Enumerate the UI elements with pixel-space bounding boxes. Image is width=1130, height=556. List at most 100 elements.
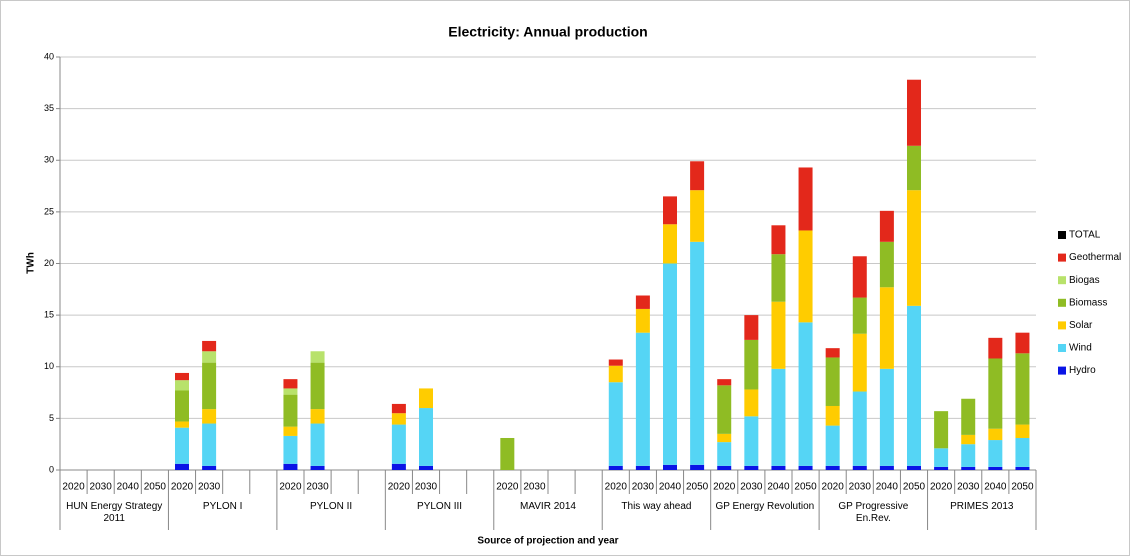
bar-segment	[771, 301, 786, 369]
y-tick-label: 20	[44, 258, 54, 268]
bar-segment	[907, 79, 921, 146]
group-label: PYLON II	[309, 501, 353, 512]
x-tick-label: 2050	[794, 482, 817, 493]
legend-label: Biogas	[1069, 275, 1100, 286]
x-tick-label: 2020	[171, 482, 194, 493]
bar-segment	[283, 435, 298, 464]
bar-segment	[717, 442, 732, 466]
legend-label: Biomass	[1069, 297, 1107, 308]
bar-segment	[663, 263, 677, 465]
x-tick-label: 2020	[62, 482, 85, 493]
bar-segment	[934, 411, 949, 449]
bar-segment	[798, 230, 813, 323]
x-tick-label: 2040	[659, 482, 682, 493]
bar-segment	[988, 440, 1003, 467]
bar-segment	[907, 190, 921, 306]
bar-segment	[175, 427, 189, 464]
bar-segment	[283, 379, 298, 389]
bar-segment	[852, 391, 867, 466]
x-tick-label: 2020	[279, 482, 302, 493]
bar-segment	[771, 225, 786, 255]
x-tick-label: 2030	[90, 482, 113, 493]
bar-segment	[635, 465, 650, 470]
bar-segment	[879, 465, 894, 470]
bar-segment	[663, 224, 677, 264]
bar-segment	[283, 394, 298, 427]
bar-segment	[988, 358, 1003, 429]
bar-segment	[744, 315, 759, 340]
bar-segment	[635, 332, 650, 466]
x-tick-label: 2030	[198, 482, 221, 493]
group-label: GP Progressive En.Rev.	[838, 501, 909, 524]
bar-segment	[202, 423, 217, 466]
group-label: PYLON III	[417, 501, 463, 512]
bar-segment	[934, 466, 949, 470]
bar-segment	[771, 368, 786, 466]
bar-segment	[825, 405, 840, 426]
bar-segment	[202, 465, 217, 470]
bar-segment	[852, 297, 867, 334]
bar-segment	[961, 398, 976, 435]
bar-segment	[961, 434, 976, 445]
bar-segment	[771, 254, 786, 302]
bar-segment	[879, 287, 894, 369]
bar-segment	[690, 161, 705, 191]
bar-segment	[419, 465, 433, 470]
x-tick-label: 2040	[984, 482, 1007, 493]
bar-segment	[852, 256, 867, 298]
legend-label: Wind	[1069, 343, 1092, 354]
y-axis-title: TWh	[26, 252, 37, 274]
x-tick-label: 2050	[144, 482, 167, 493]
group-label: MAVIR 2014	[520, 501, 576, 512]
bar-segment	[310, 362, 325, 410]
bar-segment	[717, 385, 732, 434]
bar-segment	[283, 463, 298, 470]
y-tick-label: 5	[49, 413, 54, 423]
y-tick-label: 30	[44, 155, 54, 165]
bar-segment	[283, 426, 298, 436]
bar-segment	[690, 241, 705, 465]
bar-segment	[419, 408, 433, 466]
bar-segment	[1015, 424, 1030, 438]
bar-segment	[879, 368, 894, 466]
y-tick-label: 0	[49, 464, 54, 474]
bar-segment	[744, 465, 759, 470]
group-label: GP Energy Revolution	[715, 501, 815, 512]
bar-segment	[717, 379, 732, 386]
bar-segment	[202, 362, 217, 410]
bar-segment	[608, 365, 623, 383]
bar-segment	[175, 380, 189, 391]
x-tick-label: 2030	[632, 482, 655, 493]
bar-segment	[961, 444, 976, 467]
legend-swatch	[1058, 298, 1066, 307]
legend-label: TOTAL	[1069, 230, 1101, 241]
x-tick-label: 2030	[415, 482, 438, 493]
bar-segment	[717, 433, 732, 443]
x-tick-label: 2030	[957, 482, 980, 493]
bar-segment	[744, 389, 759, 417]
bar-segment	[635, 295, 650, 309]
bar-segment	[663, 464, 677, 470]
group-label: PRIMES 2013	[950, 501, 1014, 512]
group-label: HUN Energy Strategy 2011	[66, 501, 163, 524]
x-tick-label: 2050	[686, 482, 709, 493]
x-tick-label: 2030	[306, 482, 329, 493]
x-tick-label: 2040	[876, 482, 899, 493]
x-tick-label: 2050	[903, 482, 926, 493]
bar-segment	[744, 339, 759, 390]
bar-segment	[175, 372, 189, 381]
bar-segment	[175, 463, 189, 470]
bar-segment	[825, 357, 840, 406]
bar-segment	[825, 348, 840, 358]
bar-segment	[690, 464, 705, 470]
bar-segment	[771, 465, 786, 470]
bar-segment	[310, 351, 325, 363]
bar-segment	[202, 351, 217, 363]
y-tick-label: 15	[44, 310, 54, 320]
bar-segment	[608, 465, 623, 470]
y-tick-label: 10	[44, 361, 54, 371]
bar-segment	[825, 425, 840, 466]
bar-segment	[1015, 466, 1030, 470]
